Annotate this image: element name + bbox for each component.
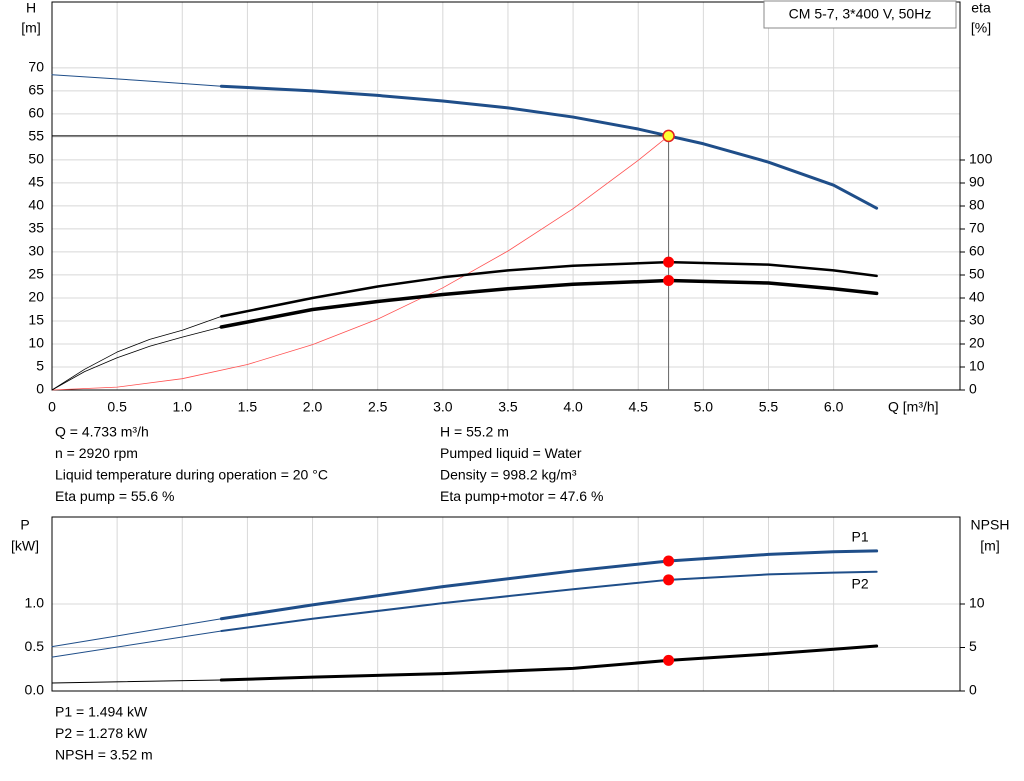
y-tick-label: 35: [28, 220, 44, 236]
info-text: P2 = 1.278 kW: [55, 725, 148, 741]
curve: [219, 84, 879, 210]
x-axis-label: Q [m³/h]: [888, 399, 939, 415]
y-tick-label: 15: [28, 312, 44, 328]
y2-tick-label: 80: [969, 197, 985, 213]
x-tick-label: 4.5: [628, 399, 648, 415]
info-text: Eta pump+motor = 47.6 %: [440, 488, 603, 504]
info-text: NPSH = 3.52 m: [55, 747, 153, 763]
y-tick-label: 0: [36, 381, 44, 397]
y-tick-label: 0.5: [25, 638, 45, 654]
duty-point: [663, 275, 675, 287]
duty-point: [662, 129, 675, 143]
x-tick-label: 5.0: [694, 399, 714, 415]
y-tick-label: 5: [36, 358, 44, 374]
curve: [51, 74, 222, 87]
y2-axis-unit: [%]: [971, 20, 991, 36]
y-tick-label: 20: [28, 289, 44, 305]
info-text: Eta pump = 55.6 %: [55, 488, 174, 504]
x-tick-label: 1.0: [173, 399, 193, 415]
duty-point: [663, 654, 675, 666]
x-tick-label: 1.5: [238, 399, 258, 415]
y2-tick-label: 90: [969, 174, 985, 190]
y-tick-label: 10: [28, 335, 44, 351]
curve: [220, 260, 878, 318]
curve: [51, 326, 222, 391]
curve: [51, 135, 669, 391]
y-tick-label: 65: [28, 82, 44, 98]
y2-tick-label: 10: [969, 595, 985, 611]
y-axis-unit: [m]: [21, 20, 40, 36]
curve: [51, 630, 222, 658]
y-tick-label: 30: [28, 243, 44, 259]
x-tick-label: 2.5: [368, 399, 388, 415]
curve: [219, 644, 879, 682]
y2-tick-label: 0: [969, 682, 977, 698]
y2-tick-label: 10: [969, 358, 985, 374]
y-tick-label: 70: [28, 59, 44, 75]
y-tick-label: 40: [28, 197, 44, 213]
curve: [51, 316, 222, 391]
curve: [219, 278, 879, 329]
y2-tick-label: 0: [969, 381, 977, 397]
curve: [220, 570, 878, 632]
x-tick-label: 2.0: [303, 399, 323, 415]
x-tick-label: 5.5: [759, 399, 779, 415]
x-tick-label: 4.0: [563, 399, 583, 415]
y2-axis-label: eta: [971, 0, 991, 16]
y-tick-label: 0.0: [25, 682, 45, 698]
title-box: [763, 0, 957, 29]
info-text: P1 = 1.494 kW: [55, 704, 148, 720]
y2-tick-label: 70: [969, 220, 985, 236]
info-text: Q = 4.733 m³/h: [55, 424, 149, 440]
y-axis-label: P: [20, 517, 29, 533]
y-tick-label: 45: [28, 174, 44, 190]
y2-axis-unit: [m]: [980, 538, 999, 554]
info-text: Liquid temperature during operation = 20…: [55, 467, 328, 483]
y2-tick-label: 50: [969, 266, 985, 282]
x-tick-label: 3.5: [498, 399, 518, 415]
y-tick-label: 25: [28, 266, 44, 282]
y-axis-unit: [kW]: [11, 538, 39, 554]
plot-frame: [51, 1, 961, 391]
duty-point: [663, 555, 675, 567]
y2-tick-label: 5: [969, 638, 977, 654]
duty-point: [663, 574, 675, 586]
curve: [51, 618, 222, 648]
curve: [51, 679, 222, 684]
y2-tick-label: 20: [969, 335, 985, 351]
y-tick-label: 60: [28, 105, 44, 121]
y-tick-label: 55: [28, 128, 44, 144]
y2-tick-label: 40: [969, 289, 985, 305]
series-label: P1: [852, 529, 869, 545]
x-tick-label: 6.0: [824, 399, 844, 415]
series-label: P2: [852, 576, 869, 592]
info-text: Pumped liquid = Water: [440, 445, 582, 461]
y2-tick-label: 30: [969, 312, 985, 328]
y2-tick-label: 100: [969, 151, 993, 167]
curve: [219, 549, 879, 621]
plot-frame: [51, 516, 961, 692]
y-axis-label: H: [26, 0, 36, 16]
y-tick-label: 1.0: [25, 595, 45, 611]
info-text: n = 2920 rpm: [55, 445, 138, 461]
info-text: Density = 998.2 kg/m³: [440, 467, 577, 483]
y2-tick-label: 60: [969, 243, 985, 259]
x-tick-label: 0.5: [107, 399, 127, 415]
duty-point: [663, 256, 675, 268]
chart-title: CM 5-7, 3*400 V, 50Hz: [789, 6, 932, 22]
x-tick-label: 3.0: [433, 399, 453, 415]
y-tick-label: 50: [28, 151, 44, 167]
info-text: H = 55.2 m: [440, 424, 509, 440]
y2-axis-label: NPSH: [971, 517, 1010, 533]
x-tick-label: 0: [48, 399, 56, 415]
